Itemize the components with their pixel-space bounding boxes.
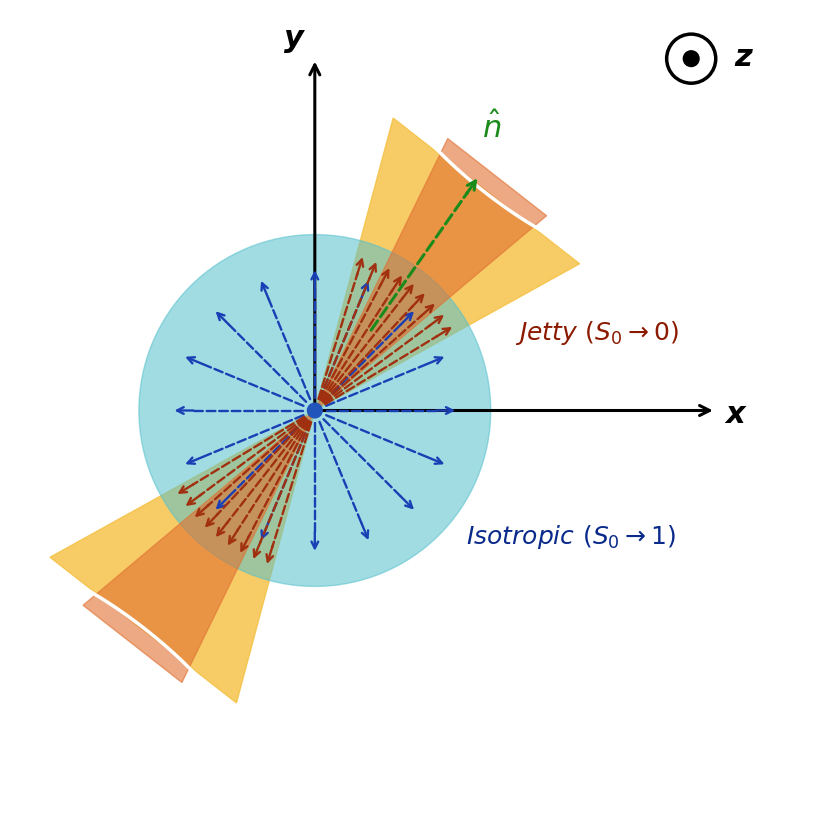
Polygon shape	[83, 410, 315, 682]
Text: $\boldsymbol{y}$: $\boldsymbol{y}$	[282, 26, 306, 55]
Polygon shape	[315, 139, 547, 410]
Circle shape	[683, 51, 699, 67]
Circle shape	[139, 235, 491, 586]
Text: $\mathit{Isotropic}$ $(S_0 \rightarrow 1)$: $\mathit{Isotropic}$ $(S_0 \rightarrow 1…	[466, 523, 676, 552]
Text: $\mathit{Jetty}$ $(S_0 \rightarrow 0)$: $\mathit{Jetty}$ $(S_0 \rightarrow 0)$	[515, 319, 679, 346]
Text: $\boldsymbol{x}$: $\boldsymbol{x}$	[724, 400, 748, 429]
Polygon shape	[50, 410, 315, 703]
Text: $\hat{n}$: $\hat{n}$	[482, 112, 501, 144]
Text: $\boldsymbol{z}$: $\boldsymbol{z}$	[733, 43, 754, 71]
Circle shape	[307, 403, 322, 418]
Polygon shape	[315, 118, 580, 410]
